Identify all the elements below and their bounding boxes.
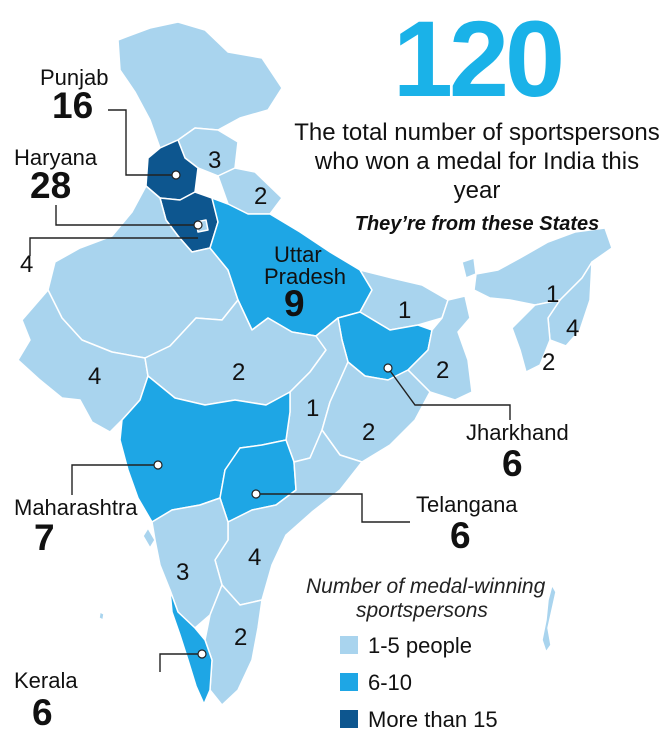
label-telangana-value: 6	[450, 515, 471, 556]
callout-line-jharkhand	[387, 367, 511, 420]
legend-title-line1: Number of medal-winning	[306, 575, 546, 598]
label-north-east-4-value: 4	[566, 315, 579, 342]
dot-punjab	[171, 170, 181, 180]
region-west-bengal	[407, 295, 473, 401]
label-kerala-value: 6	[32, 692, 53, 733]
label-punjab-value: 16	[52, 85, 93, 126]
label-punjab-name: Punjab	[40, 65, 109, 90]
label-west-bengal-value: 2	[436, 357, 449, 384]
region-andaman-islands	[541, 584, 557, 653]
legend-swatch-low	[340, 636, 358, 654]
label-uttar-pradesh-line1: Uttar	[274, 242, 322, 267]
label-bihar-value: 1	[398, 297, 411, 324]
label-tamil-nadu-value: 2	[234, 624, 247, 651]
legend-label-high: More than 15	[368, 707, 498, 732]
label-north-east-1-value: 1	[546, 281, 559, 308]
region-north-east-2	[511, 299, 561, 373]
label-madhya-pradesh-value: 2	[232, 359, 245, 386]
callout-line-maharashtra	[71, 464, 158, 495]
label-gujarat-value: 4	[88, 363, 101, 390]
dot-maharashtra	[153, 460, 163, 470]
region-odisha	[321, 361, 431, 463]
label-haryana-value: 28	[30, 165, 71, 206]
legend-label-low: 1-5 people	[368, 633, 472, 658]
headline-text: The total number of sportspersons who wo…	[294, 119, 660, 204]
label-maharashtra-value: 7	[34, 517, 55, 558]
label-himachal-value: 3	[208, 147, 221, 174]
callout-line-kerala	[159, 653, 202, 672]
label-maharashtra-name: Maharashtra	[14, 495, 138, 520]
label-uttar-pradesh-line2: Pradesh	[264, 264, 346, 289]
callout-lines	[29, 109, 511, 672]
legend: Number of medal-winning sportspersons 1-…	[306, 575, 546, 732]
label-haryana-name: Haryana	[14, 145, 98, 170]
label-andhra-pradesh-value: 4	[248, 544, 261, 571]
region-lakshadweep	[98, 611, 105, 621]
region-sikkim	[461, 257, 477, 279]
legend-label-mid: 6-10	[368, 670, 412, 695]
callout-line-punjab	[108, 109, 176, 176]
legend-title-line2: sportspersons	[356, 599, 488, 622]
callout-dots	[153, 170, 393, 659]
dot-kerala	[197, 649, 207, 659]
label-chhattisgarh-value: 1	[306, 395, 319, 422]
legend-swatch-high	[340, 710, 358, 728]
label-kerala-name: Kerala	[14, 668, 78, 693]
label-delhi-value: 4	[20, 251, 33, 278]
subhead: They’re from these States	[354, 213, 600, 235]
dot-haryana	[193, 220, 203, 230]
dot-telangana	[251, 489, 261, 499]
total-count: 120	[392, 0, 565, 119]
legend-swatch-mid	[340, 673, 358, 691]
label-uttar-pradesh-value: 9	[284, 283, 305, 324]
dot-jharkhand	[383, 363, 393, 373]
region-gujarat	[17, 289, 149, 433]
region-jammu-kashmir	[117, 21, 283, 149]
callout-line-delhi	[29, 237, 198, 256]
label-telangana-name: Telangana	[416, 492, 518, 517]
callout-line-haryana	[55, 205, 198, 226]
label-north-east-2-value: 2	[542, 349, 555, 376]
callout-line-telangana	[256, 493, 410, 523]
label-jharkhand-value: 6	[502, 443, 523, 484]
region-goa	[142, 527, 156, 549]
label-karnataka-value: 3	[176, 559, 189, 586]
region-bihar	[359, 269, 449, 331]
headline-block: 120 The total number of sportspersons wh…	[292, 0, 660, 236]
region-kerala	[169, 589, 213, 705]
label-uttarakhand-value: 2	[254, 183, 267, 210]
label-jharkhand-name: Jharkhand	[466, 420, 569, 445]
label-odisha-value: 2	[362, 419, 375, 446]
